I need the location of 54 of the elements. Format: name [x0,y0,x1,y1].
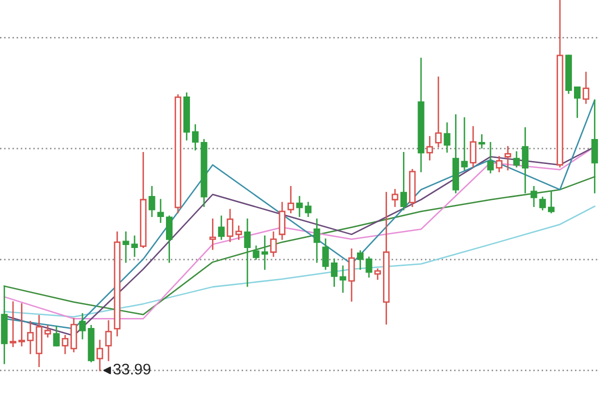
candlestick [522,127,529,194]
candlestick [330,258,338,287]
candlestick [496,156,502,172]
candlestick [261,236,268,270]
candlestick [278,202,286,240]
candlestick [44,325,52,338]
candlestick [218,216,225,240]
candlestick [400,152,407,210]
candlestick [252,246,260,260]
candlestick [27,320,34,354]
candlestick [470,126,476,168]
candlestick [192,124,199,150]
candlestick [114,231,120,336]
candlestick [157,198,164,223]
candlestick [96,340,104,372]
candlestick [105,320,112,362]
candlestick [426,136,434,160]
candlestick [539,196,546,210]
candlestick [444,122,450,153]
candlestick [461,117,468,170]
candlestick [435,76,442,148]
candlestick [418,58,424,172]
candlestick [383,192,390,325]
candlestick [556,0,564,168]
candlestick [18,303,25,346]
candlestick [235,226,242,240]
candlestick [122,231,130,263]
candlestick [591,99,598,194]
candlestick [348,248,355,302]
candlestick [244,218,251,287]
candlestick [452,114,460,194]
candlestick [70,318,78,352]
candlestick [166,216,173,263]
candlestick [148,186,156,217]
candlestick [304,202,312,217]
candlestick [62,334,68,354]
candlestick [140,152,147,248]
annotation: 33.99 [113,364,150,375]
candlestick [288,186,294,214]
candlestick [183,92,190,140]
candlestick [504,146,512,170]
candlestick [36,315,42,368]
candlestick [131,236,138,257]
candlestick [374,268,381,280]
candlestick [88,325,94,362]
candlestick [314,218,320,263]
candlestick [209,218,216,250]
candlestick [1,285,8,364]
candlestick [356,250,364,270]
candlestick [409,168,416,207]
candlestick [548,190,555,214]
candlestick [340,265,346,293]
candlestick [478,134,486,149]
candlestick [530,186,538,207]
